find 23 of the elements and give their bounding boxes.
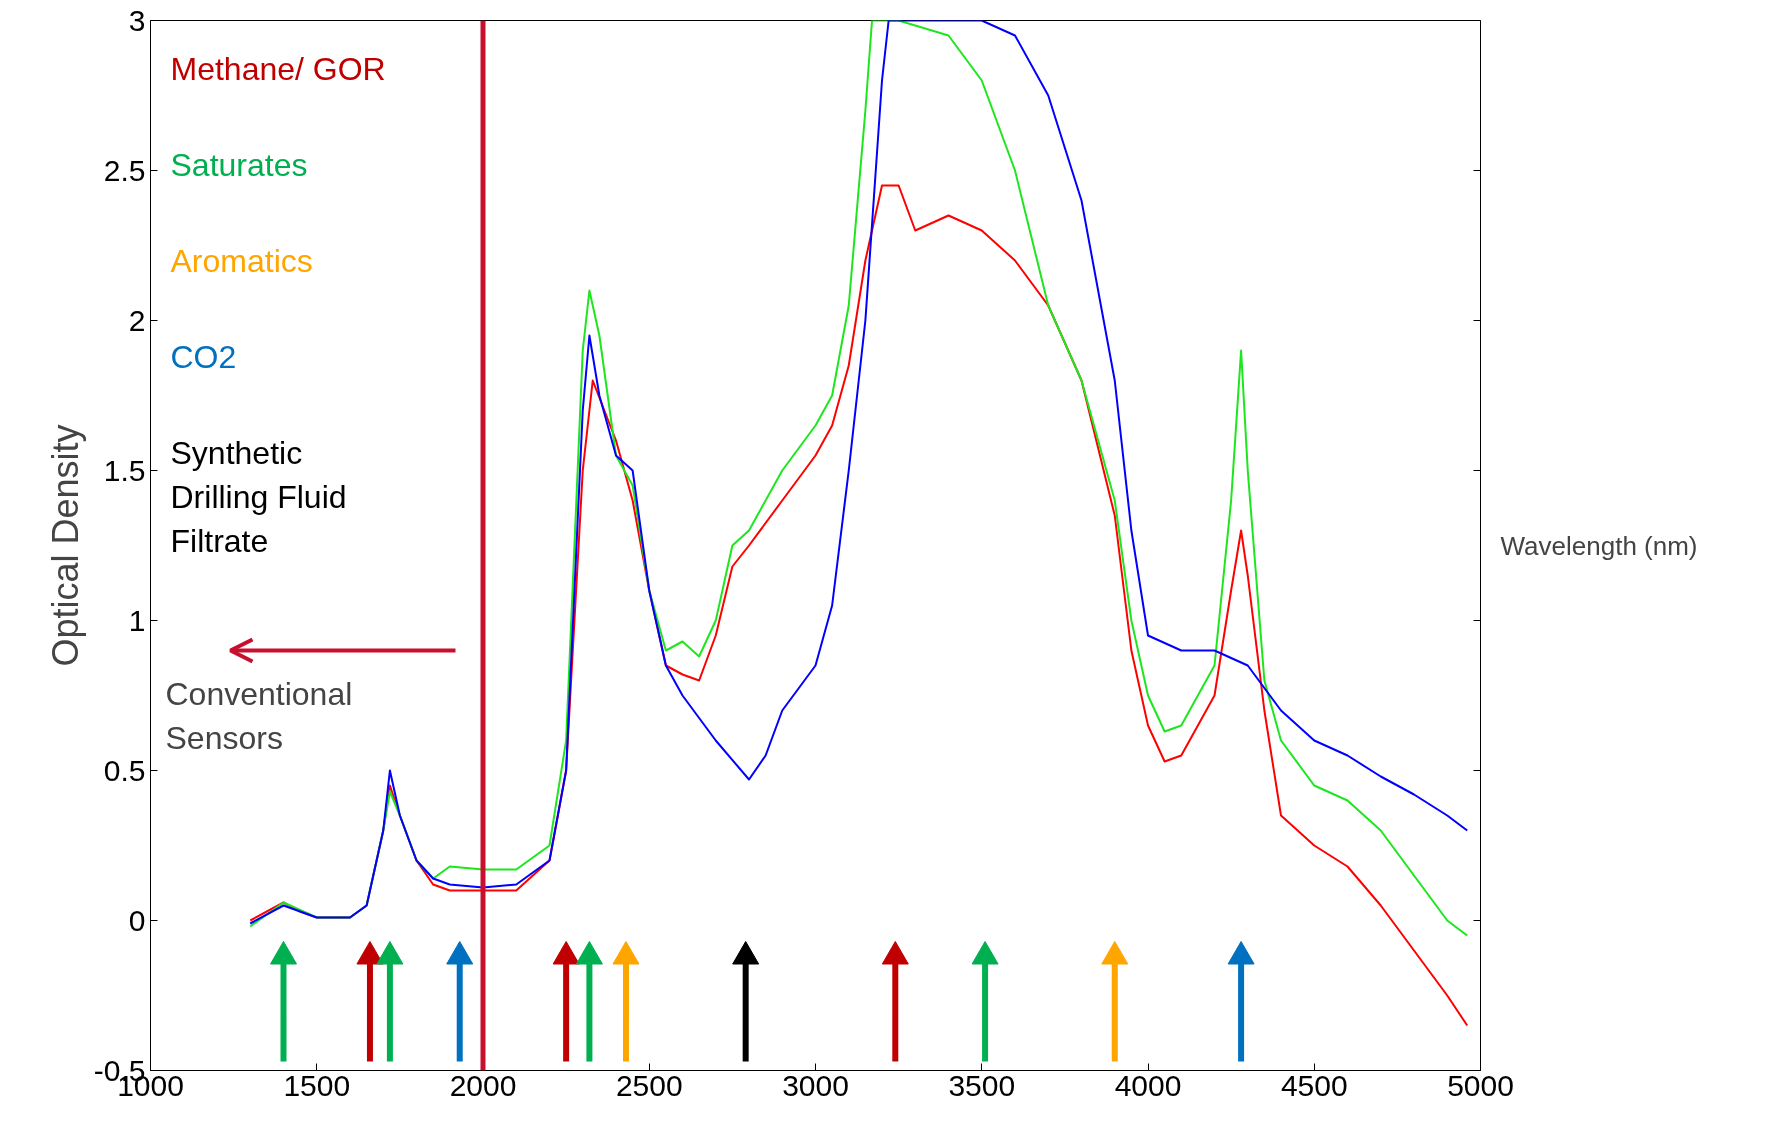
x-tick-label: 4000 bbox=[1114, 1068, 1182, 1102]
x-tick-label: 3000 bbox=[782, 1068, 849, 1102]
x-axis-title: Wavelength (nm) bbox=[1500, 530, 1698, 561]
y-tick-label: 0.5 bbox=[103, 753, 146, 787]
text: Saturates bbox=[170, 146, 308, 183]
x-tick-label: 3500 bbox=[948, 1068, 1016, 1102]
text: Aromatics bbox=[170, 242, 313, 279]
y-tick-label: 1 bbox=[128, 603, 146, 637]
text: Methane/ GOR bbox=[170, 50, 386, 87]
text: CO2 bbox=[170, 338, 237, 375]
y-tick-label: 2 bbox=[128, 303, 146, 337]
x-tick-label: 5000 bbox=[1447, 1068, 1514, 1102]
y-tick-label: 1.5 bbox=[103, 453, 146, 487]
y-tick-label: 2.5 bbox=[103, 153, 146, 187]
text: Synthetic Drilling Fluid Filtrate bbox=[170, 434, 347, 559]
y-axis-title: Optical Density bbox=[44, 424, 86, 667]
x-tick-label: 1500 bbox=[283, 1068, 351, 1102]
x-tick-label: 4500 bbox=[1280, 1068, 1348, 1102]
x-tick-label: 2000 bbox=[449, 1068, 517, 1102]
x-tick-label: 2500 bbox=[615, 1068, 683, 1102]
annotation: Conventional Sensors bbox=[165, 675, 353, 756]
y-tick-label: 3 bbox=[128, 3, 146, 37]
y-tick-label: 0 bbox=[128, 903, 146, 937]
